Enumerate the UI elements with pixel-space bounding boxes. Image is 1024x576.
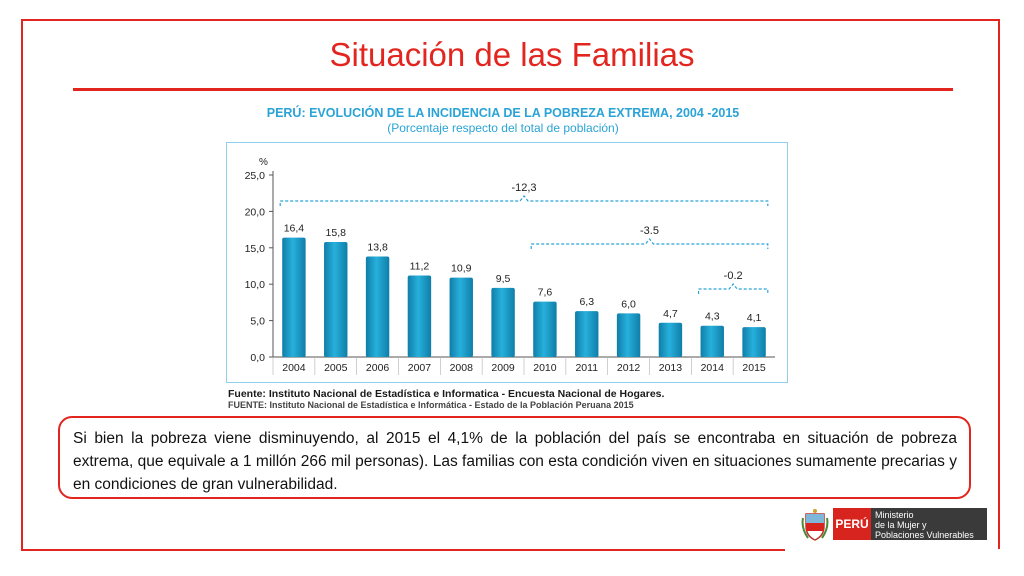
chart-subtitle: (Porcentaje respecto del total de poblac… [387,121,619,135]
y-tick-label: 5,0 [250,316,265,328]
annotation-label: -12,3 [511,182,536,194]
chart-plot-area: % 0,0 5,0 10,0 15,0 20,0 25,0 16,4 2004 15,8 2005 1… [226,142,788,383]
x-tick-label: 2007 [408,362,432,374]
bar-value-label: 16,4 [284,223,305,235]
bar-2004 [282,237,306,357]
bar-chart: % 0,0 5,0 10,0 15,0 20,0 25,0 16,4 2004 15,8 2005 1… [245,157,775,375]
x-tick-label: 2008 [450,362,474,374]
annotation-label: -0.2 [724,270,743,282]
bar-value-label: 6,0 [621,298,636,310]
bar-2007 [407,275,432,357]
note-box: Si bien la pobreza viene disminuyendo, a… [58,416,971,499]
x-tick-label: 2004 [282,362,306,374]
y-tick-label: 15,0 [245,243,266,255]
bar-2010 [533,301,557,357]
bar-2005 [324,241,348,357]
y-tick-label: 25,0 [245,170,266,182]
title-divider [73,88,953,91]
bar-value-label: 15,8 [326,227,347,239]
ministry-line-1: Ministerio [875,510,914,520]
bar-value-label: 9,5 [496,273,511,285]
bar-value-label: 10,9 [451,263,472,275]
y-tick-label: 20,0 [245,206,266,218]
annotation-bracket [279,195,769,206]
bar-value-label: 4,3 [705,311,720,323]
bar-value-label: 7,6 [538,287,553,299]
x-tick-label: 2010 [533,362,557,374]
bar-2014 [700,325,724,357]
peru-logo-label: PERÚ [833,508,871,540]
slide-frame [21,19,1000,549]
bar-2008 [449,277,473,357]
bar-2009 [491,287,515,357]
y-tick-label: 10,0 [245,279,266,291]
x-tick-label: 2015 [742,362,766,374]
x-tick-label: 2009 [491,362,515,374]
ministry-logo-label: Ministerio de la Mujer y Poblaciones Vul… [871,508,987,540]
x-tick-label: 2006 [366,362,390,374]
slide-frame-bottom [21,549,785,551]
ministry-line-3: Poblaciones Vulnerables [875,530,974,540]
bar-value-label: 4,1 [747,312,762,324]
annotation-label: -3.5 [640,225,659,237]
bar-value-label: 13,8 [367,242,388,254]
bar-2006 [365,256,390,357]
bar-2015 [742,327,766,357]
slide-title: Situación de las Familias [329,36,695,73]
x-tick-label: 2012 [617,362,641,374]
note-text: Si bien la pobreza viene disminuyendo, a… [73,430,957,493]
x-tick-label: 2005 [324,362,348,374]
bar-2013 [658,322,683,357]
ministry-line-2: de la Mujer y [875,520,927,530]
chart-source-2: FUENTE: Instituto Nacional de Estadístic… [228,400,634,410]
x-tick-label: 2013 [659,362,683,374]
bar-value-label: 11,2 [410,260,430,272]
peru-coat-of-arms-icon [801,509,829,541]
bar-value-label: 6,3 [579,296,594,308]
chart-source: Fuente: Instituto Nacional de Estadístic… [228,388,665,400]
y-tick-label: 0,0 [250,352,265,364]
x-tick-label: 2011 [575,362,598,374]
x-tick-label: 2014 [701,362,725,374]
bar-2012 [616,313,641,357]
bar-value-label: 4,7 [663,308,678,320]
bar-2011 [575,311,599,357]
y-axis-label: % [259,157,268,168]
annotation-bracket [530,238,769,249]
annotation-bracket [697,283,769,294]
chart-title: PERÚ: EVOLUCIÓN DE LA INCIDENCIA DE LA P… [266,106,740,120]
